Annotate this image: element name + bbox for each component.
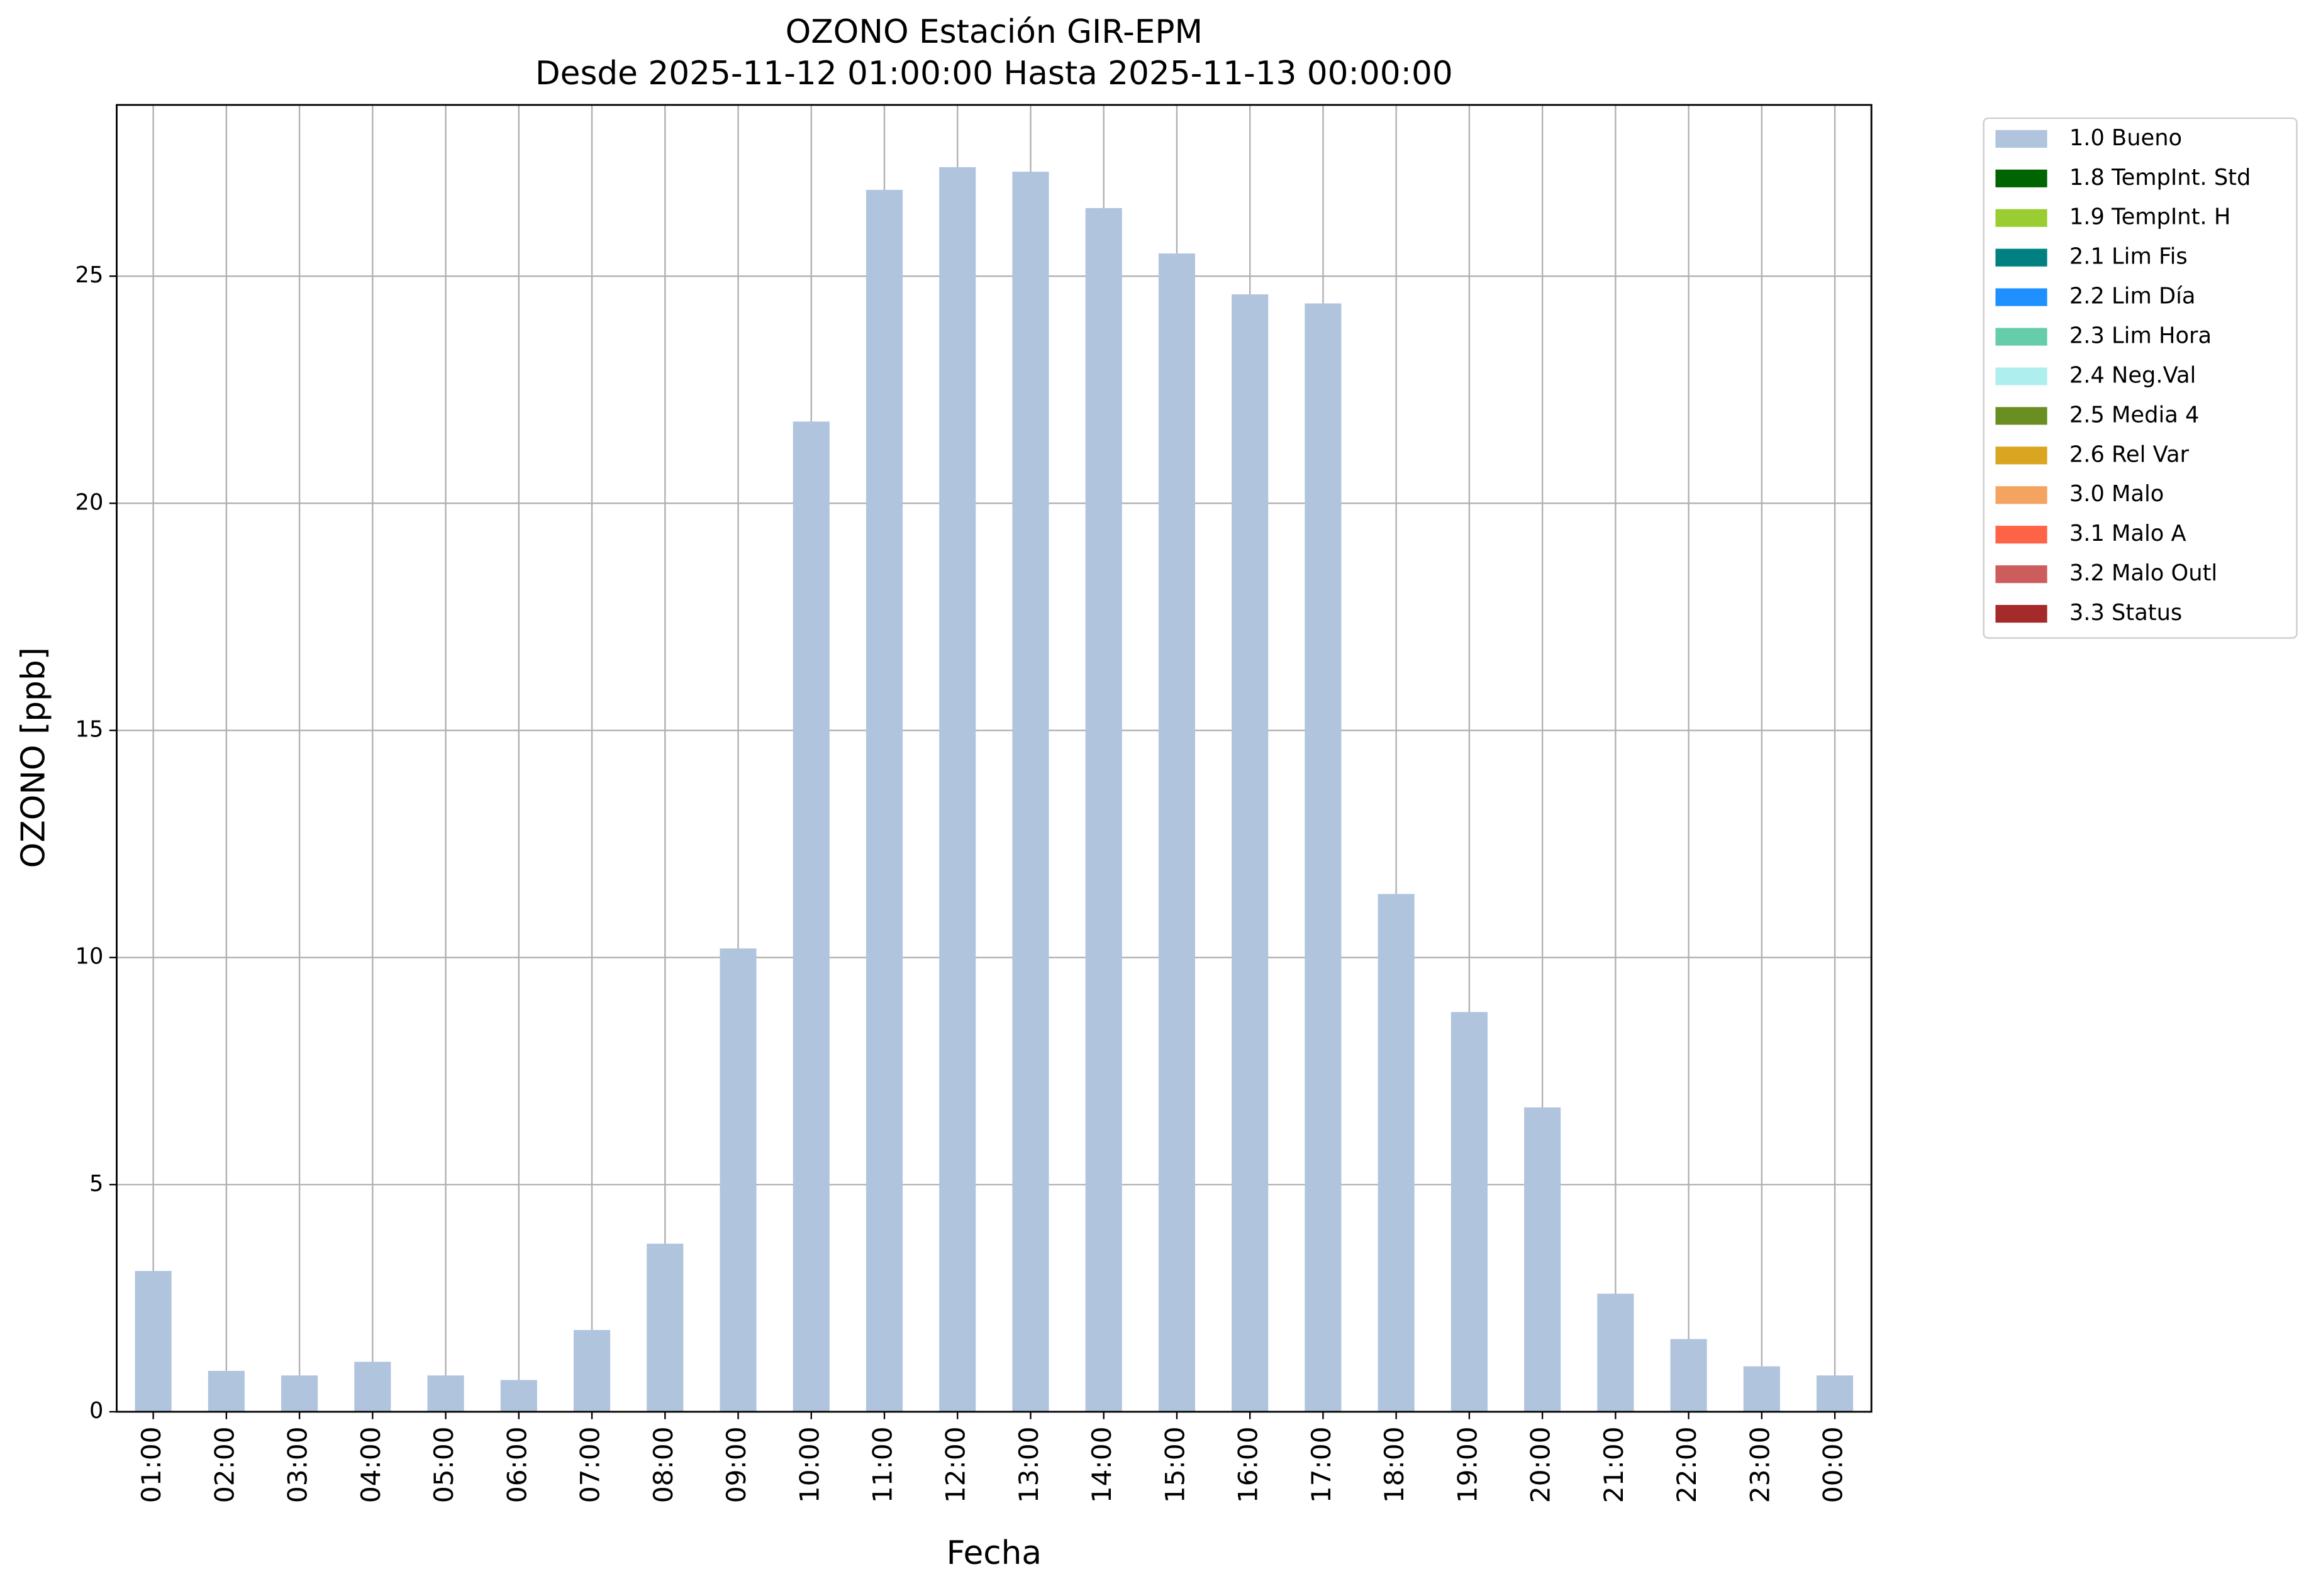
x-tick-label: 04:00 [355, 1427, 386, 1504]
legend-label: 3.2 Malo Outl [2069, 560, 2217, 586]
bar [281, 1375, 318, 1412]
bar [1232, 294, 1269, 1412]
ticks: 0 5 10 15 20 25 01:00 02:00 03:00 04:00 05:00 06:00… [75, 262, 1849, 1503]
chart-title: OZONO Estación GIR-EPM [786, 13, 1203, 51]
plot-frame [116, 104, 1873, 1413]
x-tick-label: 15:00 [1159, 1427, 1190, 1504]
bar [1085, 208, 1122, 1412]
x-tick-label: 18:00 [1379, 1427, 1410, 1504]
x-tick-label: 14:00 [1086, 1427, 1117, 1504]
bar [939, 167, 976, 1412]
legend-swatch [1995, 604, 2047, 623]
x-tick-label: 00:00 [1818, 1427, 1849, 1504]
legend-swatch [1995, 288, 2047, 306]
bar [135, 1271, 172, 1412]
x-tick-label: 10:00 [794, 1427, 825, 1504]
x-tick-label: 12:00 [940, 1427, 971, 1504]
y-axis-label: OZONO [ppb] [14, 647, 52, 868]
x-tick-label: 01:00 [136, 1427, 167, 1504]
legend-swatch [1995, 169, 2047, 187]
y-tick-label: 10 [75, 944, 104, 970]
legend: 1.0 Bueno 1.8 TempInt. Std 1.9 TempInt. H 2… [1995, 125, 2251, 626]
x-axis-label: Fecha [947, 1534, 1042, 1572]
legend-swatch [1995, 209, 2047, 227]
legend-swatch [1995, 367, 2047, 385]
x-tick-label: 06:00 [501, 1427, 532, 1504]
bar [866, 189, 903, 1412]
bar [427, 1375, 464, 1412]
y-tick-label: 25 [75, 262, 104, 288]
bar [573, 1330, 611, 1412]
bar [1597, 1294, 1634, 1412]
bar [1378, 894, 1415, 1412]
bar [1524, 1107, 1561, 1412]
x-tick-label: 09:00 [721, 1427, 752, 1504]
legend-label: 2.1 Lim Fis [2069, 244, 2188, 270]
legend-swatch [1995, 565, 2047, 584]
legend-label: 1.9 TempInt. H [2069, 204, 2230, 230]
legend-label: 2.3 Lim Hora [2069, 323, 2212, 349]
x-tick-label: 21:00 [1598, 1427, 1629, 1504]
x-tick-label: 19:00 [1452, 1427, 1483, 1504]
legend-swatch [1995, 486, 2047, 504]
bar [1450, 1012, 1488, 1412]
bar [354, 1361, 391, 1412]
y-tick-label: 5 [89, 1171, 103, 1197]
bar [793, 421, 830, 1412]
x-tick-label: 02:00 [209, 1427, 240, 1504]
legend-swatch [1995, 526, 2047, 544]
bar [1743, 1366, 1780, 1412]
x-tick-label: 22:00 [1671, 1427, 1702, 1504]
bar [500, 1380, 537, 1412]
x-tick-label: 17:00 [1306, 1427, 1337, 1504]
legend-label: 3.3 Status [2069, 600, 2182, 626]
x-tick-label: 08:00 [648, 1427, 679, 1504]
x-tick-label: 11:00 [867, 1427, 898, 1504]
x-tick-label: 07:00 [575, 1427, 606, 1504]
legend-swatch [1995, 446, 2047, 465]
x-tick-label: 16:00 [1233, 1427, 1264, 1504]
bar [1817, 1375, 1854, 1412]
legend-label: 1.8 TempInt. Std [2069, 165, 2251, 191]
bar [1670, 1339, 1707, 1412]
x-tick-label: 05:00 [428, 1427, 459, 1504]
x-tick-label: 13:00 [1013, 1427, 1044, 1504]
bar [208, 1371, 245, 1412]
chart-subtitle: Desde 2025-11-12 01:00:00 Hasta 2025-11-… [535, 55, 1453, 92]
bar [1158, 253, 1195, 1412]
bar [720, 948, 757, 1412]
legend-label: 2.4 Neg.Val [2069, 362, 2196, 388]
legend-swatch [1995, 328, 2047, 346]
legend-swatch [1995, 248, 2047, 267]
bar [647, 1243, 684, 1412]
legend-label: 3.1 Malo A [2069, 521, 2186, 546]
x-tick-label: 03:00 [282, 1427, 313, 1504]
legend-label: 2.2 Lim Día [2069, 284, 2196, 309]
legend-box [1983, 117, 2298, 639]
y-tick-label: 0 [89, 1398, 103, 1424]
legend-label: 3.0 Malo [2069, 481, 2164, 507]
legend-swatch [1995, 407, 2047, 425]
bar [1012, 172, 1049, 1412]
legend-label: 2.5 Media 4 [2069, 402, 2200, 428]
legend-label: 1.0 Bueno [2069, 125, 2182, 151]
x-tick-label: 20:00 [1525, 1427, 1556, 1504]
bar [1305, 303, 1342, 1412]
y-tick-label: 20 [75, 489, 104, 515]
legend-swatch [1995, 130, 2047, 148]
x-tick-label: 23:00 [1744, 1427, 1775, 1504]
legend-label: 2.6 Rel Var [2069, 441, 2190, 467]
bars [135, 167, 1854, 1412]
y-tick-label: 15 [75, 717, 104, 743]
